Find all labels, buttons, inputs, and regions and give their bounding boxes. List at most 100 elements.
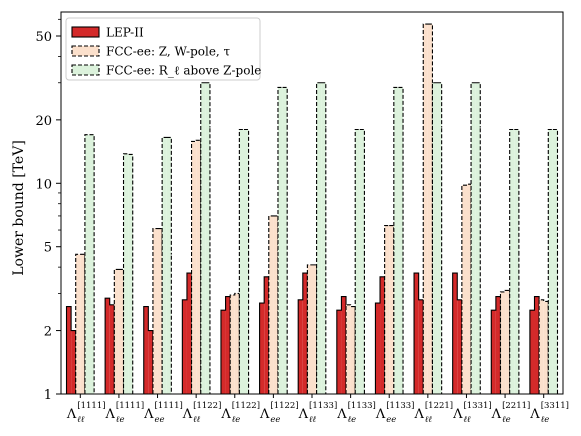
y-tick-label-5: 5 [44, 241, 52, 256]
x-tick-superscript: [1122] [270, 401, 298, 411]
x-tick-subscript: ee [270, 415, 280, 425]
bar-fcc-zw-3-0 [191, 141, 197, 394]
x-tick-subscript: ℓℓ [309, 415, 317, 425]
legend-label-2: FCC-ee: R_ℓ above Z-pole [106, 64, 261, 78]
x-tick-superscript: [1133] [386, 401, 414, 411]
x-tick-symbol: Λ [529, 407, 540, 422]
bar-fcc-zw-7-0 [346, 304, 351, 394]
y-tick-label-1: 1 [44, 388, 52, 403]
bar-lep-8-1 [380, 276, 385, 394]
x-tick-superscript: [1133] [348, 401, 376, 411]
bar-outline-2-10 [470, 82, 481, 394]
bar-fcc-zw-1-1 [118, 269, 124, 394]
x-tick-label-2: Λ[1111] ee [143, 401, 183, 425]
x-tick-label-5: Λ[1122] ee [259, 401, 299, 425]
x-tick-superscript: [1111] [116, 401, 144, 411]
bar-fcc-zw-0-1 [80, 254, 85, 394]
bar-fcc-rl-7-1 [359, 129, 365, 394]
bar-lep-1-0 [105, 298, 110, 394]
bar-fcc-rl-3-1 [205, 82, 210, 394]
x-tick-symbol: Λ [298, 407, 309, 422]
x-tick-superscript: [1111] [77, 401, 105, 411]
bar-fcc-rl-5-1 [282, 87, 288, 394]
bar-outline-1-9 [422, 23, 433, 394]
legend-label-1: FCC-ee: Z, W-pole, τ [106, 45, 231, 59]
bar-fcc-rl-11-0 [509, 129, 515, 394]
bar-fcc-rl-9-0 [432, 82, 438, 394]
x-tick-symbol: Λ [182, 407, 193, 422]
bar-fcc-zw-0-0 [75, 254, 81, 394]
bar-fcc-rl-9-1 [437, 82, 442, 394]
bar-outline-2-4 [238, 128, 250, 394]
bar-fcc-rl-7-0 [355, 129, 360, 394]
x-tick-subscript: ℓe [116, 415, 125, 425]
bar-fcc-zw-9-0 [423, 24, 428, 395]
x-tick-label-7: Λ[1133] ℓe [336, 401, 376, 425]
x-tick-label-9: Λ[1221] ℓℓ [413, 401, 453, 425]
x-tick-label-4: Λ[1122] ℓe [220, 401, 260, 425]
x-tick-superscript: [1122] [193, 401, 221, 411]
legend-swatch-1 [71, 45, 100, 57]
x-tick-symbol: Λ [336, 407, 347, 422]
plot-area [60, 11, 564, 395]
legend-box [65, 17, 261, 81]
bar-fcc-rl-1-1 [128, 154, 133, 394]
x-tick-subscript: ℓℓ [425, 415, 433, 425]
bar-fcc-zw-1-0 [114, 269, 119, 394]
bar-outline-2-0 [84, 134, 95, 394]
bar-outline-2-1 [122, 153, 134, 394]
x-tick-symbol: Λ [143, 407, 154, 422]
bar-lep-3-0 [182, 299, 187, 394]
bar-outline-2-12 [547, 128, 559, 394]
x-tick-label-6: Λ[1133] ℓℓ [298, 401, 338, 425]
bar-fcc-zw-2-1 [157, 228, 163, 394]
x-tick-symbol: Λ [375, 407, 386, 422]
x-tick-label-8: Λ[1133] ee [375, 401, 415, 425]
bar-outline-2-5 [277, 86, 288, 394]
bar-fcc-rl-2-0 [162, 137, 167, 394]
bar-fcc-zw-8-1 [389, 225, 394, 394]
y-tick-label-20: 20 [35, 114, 52, 129]
bar-fcc-zw-10-0 [461, 185, 467, 394]
legend: LEP-II FCC-ee: Z, W-pole, τ FCC-ee: R_ℓ ab… [65, 17, 261, 81]
x-tick-superscript: [1133] [309, 401, 337, 411]
x-tick-subscript: ℓe [541, 415, 550, 425]
bar-fcc-rl-10-1 [475, 82, 481, 394]
x-tick-symbol: Λ [220, 407, 231, 422]
x-tick-superscript: [3311] [541, 401, 569, 411]
bar-fcc-rl-6-0 [316, 82, 322, 394]
bar-fcc-rl-2-1 [166, 137, 172, 394]
bar-lep-3-1 [186, 273, 192, 394]
x-tick-symbol: Λ [491, 407, 502, 422]
bar-fcc-zw-8-0 [384, 225, 390, 394]
x-tick-subscript: ee [386, 415, 396, 425]
x-tick-label-0: Λ[1111] ℓℓ [66, 401, 106, 425]
bar-lep-0-1 [71, 330, 76, 394]
bar-lep-5-1 [264, 276, 269, 394]
bar-lep-5-0 [259, 303, 265, 394]
bar-lep-2-1 [148, 330, 153, 394]
x-tick-subscript: ℓe [348, 415, 357, 425]
y-axis: 1 2 5 10 20 50 [35, 18, 61, 403]
bar-fcc-rl-0-1 [89, 134, 95, 395]
bar-fcc-zw-5-1 [273, 215, 278, 394]
x-tick-symbol: Λ [452, 407, 463, 422]
bar-fcc-zw-2-0 [152, 228, 158, 394]
y-tick-label-10: 10 [35, 177, 52, 192]
bar-lep-0-0 [66, 306, 72, 394]
y-tick-label-2: 2 [44, 325, 52, 340]
bar-fcc-rl-12-1 [552, 129, 558, 394]
bar-lep-12-0 [529, 310, 535, 394]
x-tick-label-12: Λ[3311] ℓe [529, 401, 569, 425]
x-tick-superscript: [1331] [463, 401, 491, 411]
bar-fcc-zw-11-1 [505, 290, 510, 394]
bar-outline-2-7 [354, 128, 365, 394]
bar-lep-6-0 [298, 299, 303, 394]
bar-lep-7-0 [336, 310, 342, 394]
bar-lep-8-0 [375, 303, 381, 394]
legend-swatch-2 [71, 64, 100, 76]
bar-fcc-zw-11-0 [500, 291, 506, 394]
bar-lep-1-1 [109, 304, 115, 394]
bar-fcc-zw-3-1 [196, 140, 201, 394]
